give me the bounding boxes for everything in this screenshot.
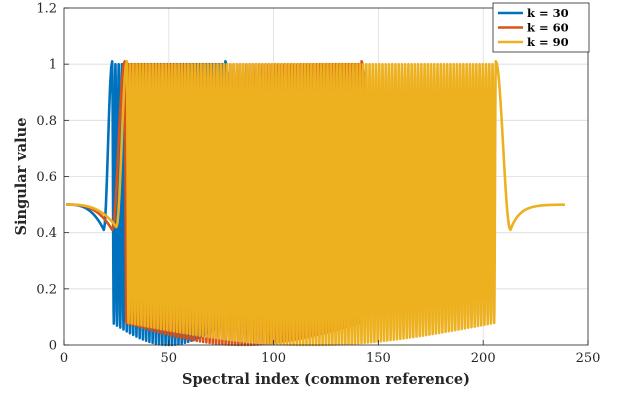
x-tick-label: 200 xyxy=(471,351,496,366)
x-tick-label: 0 xyxy=(60,351,68,366)
y-tick-label: 1 xyxy=(49,58,57,73)
y-tick-label: 0.4 xyxy=(36,226,57,241)
x-axis-label: Spectral index (common reference) xyxy=(182,371,470,388)
y-tick-label: 0.6 xyxy=(36,170,57,185)
x-tick-label: 100 xyxy=(261,351,286,366)
x-tick-label: 150 xyxy=(366,351,391,366)
series-line-3 xyxy=(65,60,566,347)
y-tick-label: 0 xyxy=(49,339,57,354)
legend-label-1: k = 30 xyxy=(527,6,569,20)
x-tick-label: 250 xyxy=(576,351,601,366)
legend: k = 30k = 60k = 90 xyxy=(492,2,590,53)
legend-label-3: k = 90 xyxy=(527,35,569,49)
y-tick-label: 0.2 xyxy=(36,282,57,297)
y-tick-label: 1.2 xyxy=(36,2,57,17)
series-layer xyxy=(65,60,566,347)
x-tick-label: 50 xyxy=(161,351,178,366)
y-axis-label: Singular value xyxy=(13,118,30,236)
legend-label-2: k = 60 xyxy=(527,21,569,35)
y-tick-label: 0.8 xyxy=(36,114,57,129)
ticks: 0 50 100 150 200 250 0 0.2 0.4 0.6 0.8 1 1.2 xyxy=(36,2,600,367)
